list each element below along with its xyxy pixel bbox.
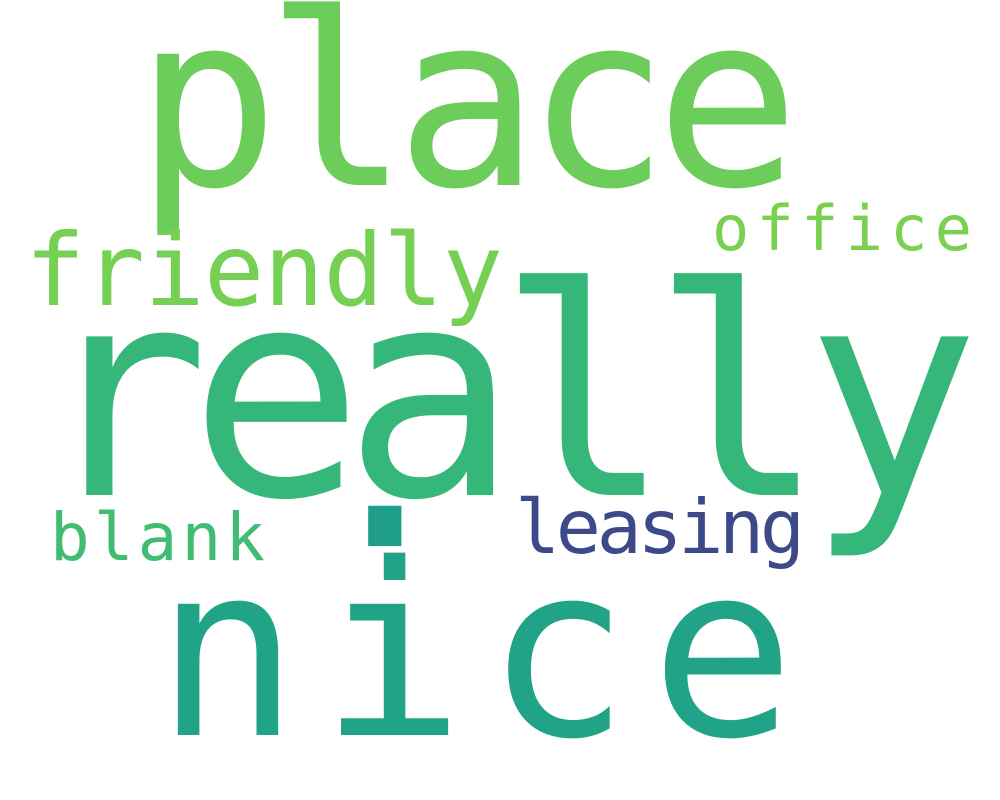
word-leasing: leasing xyxy=(515,483,805,571)
word-place: place xyxy=(135,0,800,242)
word-blank: blank xyxy=(50,499,265,576)
word-really: really xyxy=(35,227,980,564)
word-period: . xyxy=(304,295,467,610)
word-friendly: friendly xyxy=(25,212,503,329)
